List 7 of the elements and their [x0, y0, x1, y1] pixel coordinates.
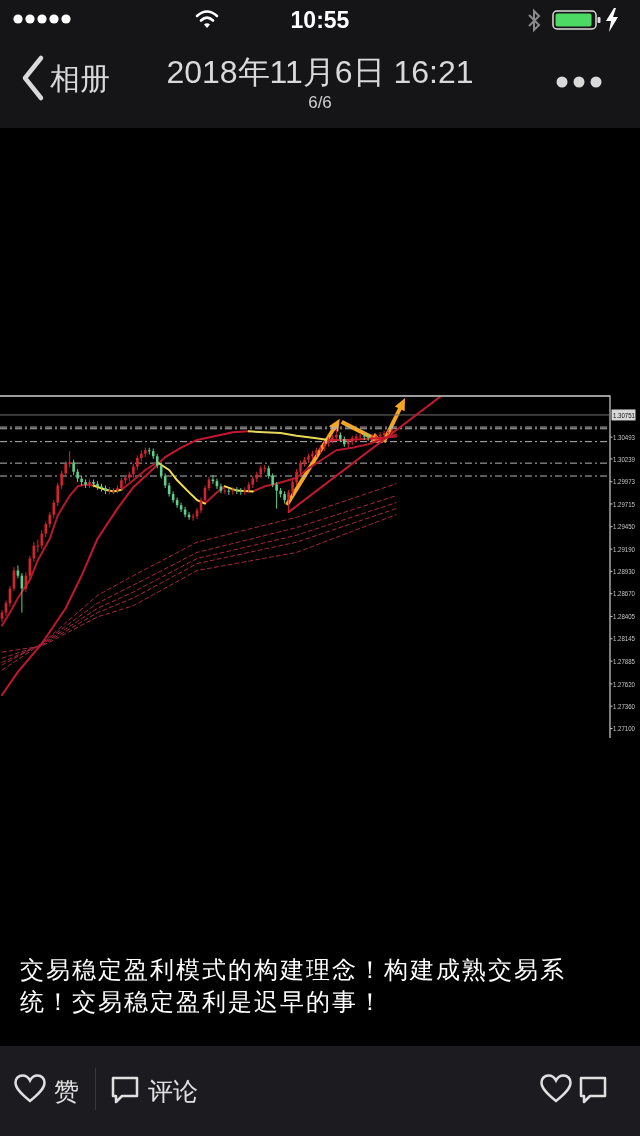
text: 相册: [50, 61, 110, 97]
text: 10:55: [289, 6, 351, 34]
text: 评论: [148, 1076, 198, 1106]
text: 2018年11月6日 16:21: [166, 54, 474, 90]
text: 6/6: [307, 93, 333, 113]
text: 赞: [54, 1076, 79, 1106]
text: 交易稳定盈利模式的构建理念！构建成熟交易系统！交易稳定盈利是迟早的事！: [20, 955, 567, 1017]
